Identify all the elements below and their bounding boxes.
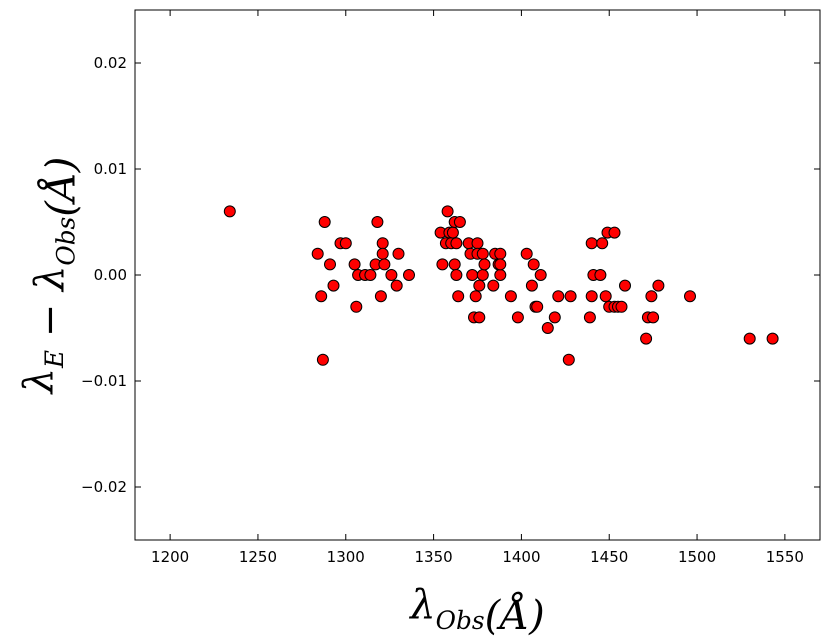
plot-frame: [134, 9, 821, 541]
data-point: [441, 205, 454, 218]
data-point: [494, 258, 507, 271]
data-point: [316, 353, 329, 366]
data-point: [511, 311, 524, 324]
data-point: [476, 247, 489, 260]
data-point: [585, 290, 598, 303]
data-point: [452, 290, 465, 303]
data-point: [324, 258, 336, 271]
data-point: [548, 311, 561, 324]
data-point: [450, 237, 463, 250]
data-point: [339, 237, 352, 250]
x-tick-label: 1550: [766, 548, 804, 566]
data-point: [473, 279, 486, 292]
data-point: [350, 300, 363, 313]
y-tick-label: 0.00: [94, 266, 127, 284]
x-tick-label: 1200: [151, 548, 189, 566]
data-point: [583, 311, 596, 324]
data-point: [766, 332, 779, 345]
data-point: [562, 353, 575, 366]
data-point: [371, 216, 384, 228]
data-point: [608, 226, 621, 239]
data-point: [743, 332, 756, 345]
data-point: [487, 279, 500, 292]
data-point: [527, 258, 540, 271]
data-point: [223, 205, 236, 218]
data-point: [376, 237, 389, 250]
data-point: [645, 290, 658, 303]
data-point: [478, 258, 491, 271]
x-tick-label: 1250: [239, 548, 277, 566]
data-point: [403, 269, 415, 281]
data-point: [520, 247, 533, 260]
data-point: [471, 237, 484, 250]
data-point: [453, 216, 466, 228]
data-point: [647, 311, 660, 324]
data-point: [436, 258, 449, 271]
data-point: [534, 269, 547, 281]
data-point: [494, 269, 507, 281]
data-point: [390, 279, 403, 292]
x-tick-label: 1300: [327, 548, 365, 566]
data-point: [348, 258, 361, 271]
y-tick-label: 0.01: [94, 160, 127, 178]
data-point: [684, 290, 696, 303]
data-point: [585, 237, 598, 250]
data-point: [385, 269, 398, 281]
x-tick-label: 1450: [590, 548, 628, 566]
y-tick-label: −0.01: [81, 372, 127, 390]
data-point: [318, 216, 331, 228]
data-point: [448, 258, 461, 271]
data-point: [552, 290, 565, 303]
data-point: [450, 269, 463, 281]
data-point: [615, 300, 628, 313]
data-point: [469, 290, 482, 303]
x-axis-label-text: λObs(Å): [408, 582, 544, 639]
data-point: [378, 258, 391, 271]
data-point: [594, 269, 607, 281]
data-point: [596, 237, 609, 250]
y-tick-label: 0.02: [94, 54, 127, 72]
y-axis-label-text: λE − λObs(Å): [16, 157, 84, 396]
data-point: [619, 279, 631, 292]
data-point: [541, 322, 554, 334]
x-tick-label: 1400: [502, 548, 540, 566]
data-point: [494, 247, 507, 260]
data-point: [315, 290, 328, 303]
data-point: [564, 290, 577, 303]
data-point: [640, 332, 653, 345]
data-point: [599, 290, 612, 303]
data-point: [446, 226, 459, 239]
data-point: [364, 269, 377, 281]
data-point: [374, 290, 387, 303]
x-axis-label: λObs(Å): [408, 582, 544, 639]
data-point: [652, 279, 665, 292]
x-tick-label: 1500: [678, 548, 716, 566]
x-tick-label: 1350: [414, 548, 452, 566]
data-points: [223, 205, 779, 366]
data-point: [531, 300, 544, 313]
data-point: [327, 279, 340, 292]
data-point: [392, 247, 405, 260]
data-point: [504, 290, 517, 303]
y-tick-label: −0.02: [81, 478, 127, 496]
y-axis-label: λE − λObs(Å): [16, 157, 84, 396]
data-point: [473, 311, 486, 324]
data-point: [376, 247, 389, 260]
data-point: [525, 279, 538, 292]
data-point: [311, 247, 324, 260]
axis-ticks: 1200 1250 1300 1350 1400 1450 1500 1550 −0.02 −0.…: [81, 10, 820, 566]
data-point: [466, 269, 479, 281]
data-point: [476, 269, 489, 281]
